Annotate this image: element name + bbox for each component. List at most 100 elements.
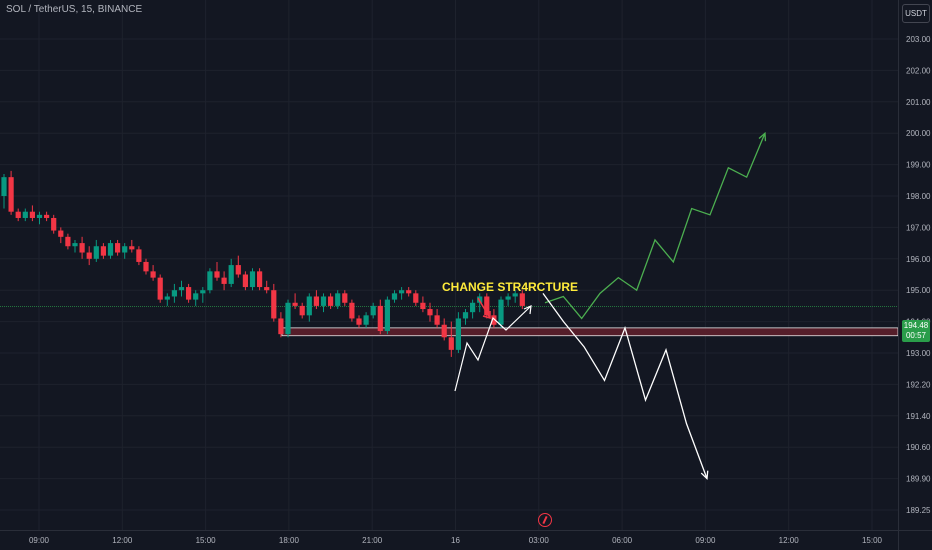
candle-body [207, 271, 213, 291]
candle-body [363, 315, 369, 325]
candle-body [186, 287, 192, 300]
y-tick-label: 202.00 [906, 66, 931, 75]
candle-body [377, 305, 383, 332]
bearish-projection-path [542, 292, 708, 479]
candle-body [93, 246, 99, 259]
x-tick-label: 12:00 [779, 536, 800, 545]
candle-body [257, 271, 263, 288]
candle-body [313, 296, 319, 306]
candle-body [214, 271, 220, 278]
x-tick-label: 15:00 [196, 536, 217, 545]
candle-body [164, 296, 170, 300]
y-tick-label: 197.00 [906, 223, 931, 232]
candle-body [22, 211, 28, 218]
candle-body [434, 315, 440, 325]
candle-body [8, 177, 14, 212]
candle-body [399, 290, 405, 294]
candle-body [65, 236, 71, 247]
y-tick-label: 203.00 [906, 35, 931, 44]
candle-body [342, 293, 348, 303]
candle-body [249, 271, 256, 288]
y-tick-label: 200.00 [906, 129, 931, 138]
candle-body [505, 296, 511, 300]
candle-body [292, 302, 298, 306]
candle-body [157, 277, 163, 300]
candle-body [406, 290, 412, 294]
y-tick-label: 201.00 [906, 98, 931, 107]
y-tick-label: 189.90 [906, 475, 931, 484]
candle-body [285, 302, 291, 335]
candle-body [242, 274, 248, 288]
candle-body [370, 305, 376, 316]
symbol-label: SOL / TetherUS, 15, BINANCE [6, 4, 143, 15]
price-axis[interactable]: 203.00 202.00 201.00 200.00 199.00 198.00 197.… [898, 0, 932, 550]
candle-body [420, 302, 426, 310]
candle-body [278, 318, 284, 335]
y-tick-label: 191.40 [906, 412, 931, 421]
candle-body [484, 296, 490, 316]
candle-body [470, 302, 476, 313]
candle-body [320, 296, 327, 306]
candle-body [79, 243, 85, 253]
candle-body [413, 293, 419, 303]
annotation-pointer-arrowhead [482, 311, 491, 319]
bearish-projection-path-arrowhead [700, 470, 709, 481]
candle-body [15, 211, 21, 218]
annotation-group: CHANGE STR4RCTURE [442, 280, 578, 294]
y-tick-label: 195.00 [906, 286, 931, 295]
candle-body [221, 277, 227, 284]
current-price: 194.48 [903, 321, 929, 330]
y-tick-label: 192.20 [906, 380, 931, 389]
candle-body [1, 177, 7, 196]
candle-body [264, 287, 270, 291]
x-tick-label: 21:00 [362, 536, 383, 545]
candle-body [271, 290, 277, 319]
candle-body [143, 261, 149, 272]
candle-body [44, 214, 50, 218]
candle-body [122, 246, 128, 253]
candle-body [193, 293, 199, 300]
x-tick-label: 09:00 [29, 536, 50, 545]
candle-body [384, 299, 390, 332]
currency-button[interactable]: USDT [902, 4, 930, 23]
x-tick-label: 12:00 [112, 536, 133, 545]
candle-body [235, 265, 241, 275]
grid [0, 0, 898, 530]
y-tick-label: 196.00 [906, 255, 931, 264]
candle-body [356, 318, 362, 325]
candle-body [448, 337, 454, 350]
candle-body [498, 299, 504, 325]
candle-body [455, 318, 461, 350]
candle-body [299, 305, 305, 316]
candle-body [462, 312, 469, 319]
candle-body [328, 296, 334, 306]
time-axis[interactable]: 09:00 12:00 15:00 18:00 21:00 16 03:00 06:00 09:… [0, 530, 932, 546]
candle-body [115, 243, 121, 253]
candle-body [136, 249, 142, 262]
candle-body [441, 324, 447, 338]
current-price-tag: 194.48 00:57 [902, 320, 930, 342]
candle-body [306, 296, 312, 316]
candle-body [72, 243, 78, 247]
y-tick-label: 193.00 [906, 349, 931, 358]
candle-body [391, 293, 398, 300]
alert-icon[interactable] [538, 513, 552, 527]
demand-zone-rect [281, 327, 899, 337]
bullish-projection-path [544, 132, 766, 320]
x-tick-label: 03:00 [529, 536, 550, 545]
x-tick-label: 09:00 [695, 536, 716, 545]
annotation-pointer-arrow [477, 297, 491, 319]
candle-body [427, 309, 433, 316]
impulse-path [454, 305, 532, 392]
candle-body [228, 265, 234, 284]
candle-body [171, 290, 177, 297]
candle-body [100, 246, 106, 256]
candle-body [349, 302, 355, 319]
candle-body [491, 315, 497, 325]
impulse-path-arrowhead [523, 305, 532, 315]
projection-paths [454, 131, 767, 481]
candle-body [150, 271, 156, 278]
candle-body [86, 252, 92, 259]
annotation-label: CHANGE STR4RCTURE [442, 280, 578, 294]
